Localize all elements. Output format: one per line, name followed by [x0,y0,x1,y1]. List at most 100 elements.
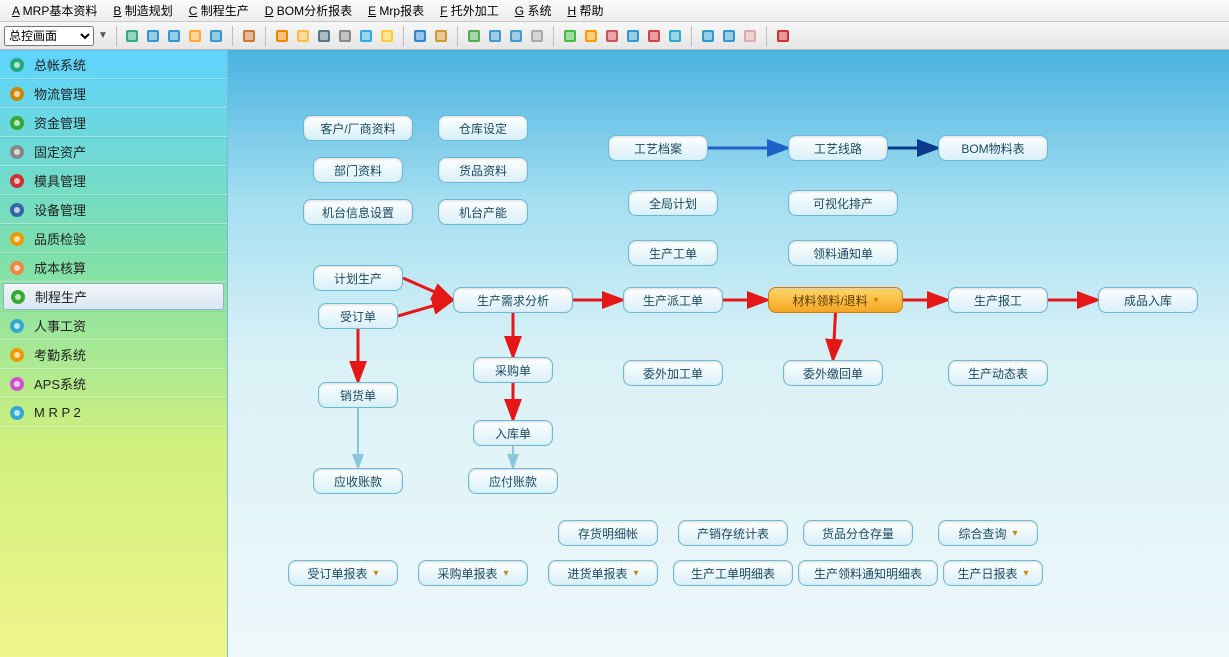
menu-item[interactable]: H 帮助 [559,0,611,21]
sidebar-item-label: 物流管理 [34,84,86,103]
separator [457,26,458,46]
node-label: 机台信息设置 [322,204,394,221]
flow-node[interactable]: 生产动态表 [948,360,1048,386]
chart-icon[interactable] [603,27,621,45]
flow-node[interactable]: 进货单报表▾ [548,560,658,586]
flow-node[interactable]: 成品入库 [1098,287,1198,313]
sidebar-item[interactable]: 设备管理 [0,195,227,224]
people-icon[interactable] [207,27,225,45]
flow-node[interactable]: 全局计划 [628,190,718,216]
monitor-icon[interactable] [144,27,162,45]
separator [553,26,554,46]
sidebar-item[interactable]: 考勤系统 [0,340,227,369]
sidebar-item-label: 制程生产 [35,287,87,306]
flow-node[interactable]: 工艺档案 [608,135,708,161]
flow-node[interactable]: 入库单 [473,420,553,446]
flow-node[interactable]: 机台信息设置 [303,199,413,225]
flow-node[interactable]: 采购单报表▾ [418,560,528,586]
sidebar-item[interactable]: 品质检验 [0,224,227,253]
sidebar-item[interactable]: 资金管理 [0,108,227,137]
folder-icon[interactable] [294,27,312,45]
clock-icon [8,346,26,364]
sidebar-item[interactable]: 固定资产 [0,137,227,166]
flow-node[interactable]: 委外加工单 [623,360,723,386]
flow-node[interactable]: 采购单 [473,357,553,383]
flow-node[interactable]: 机台产能 [438,199,528,225]
windows-icon[interactable] [741,27,759,45]
flow-node[interactable]: 生产派工单 [623,287,723,313]
doc-icon[interactable] [486,27,504,45]
menu-item[interactable]: C 制程生产 [181,0,257,21]
flow-node[interactable]: BOM物料表 [938,135,1048,161]
grid-icon[interactable] [645,27,663,45]
sidebar-item[interactable]: 制程生产 [3,283,224,310]
sidebar-item[interactable]: 物流管理 [0,79,227,108]
coin-icon[interactable] [378,27,396,45]
close-icon[interactable] [720,27,738,45]
flow-node[interactable]: 货品资料 [438,157,528,183]
node-label: 生产派工单 [643,292,703,309]
sidebar-item[interactable]: 人事工资 [0,311,227,340]
menu-item[interactable]: E Mrp报表 [360,0,432,21]
flow-node[interactable]: 委外缴回单 [783,360,883,386]
sidebar-item[interactable]: 总帐系统 [0,50,227,79]
tree-icon[interactable] [123,27,141,45]
flow-node[interactable]: 受订单 [318,303,398,329]
menu-item[interactable]: G 系统 [507,0,560,21]
sidebar-item-label: M R P 2 [34,405,81,420]
flow-node[interactable]: 存货明细帐 [558,520,658,546]
key-icon[interactable] [336,27,354,45]
flow-node[interactable]: 生产工单明细表 [673,560,793,586]
view-select[interactable]: 总控画面 [4,26,94,46]
world-icon[interactable] [666,27,684,45]
sidebar-item[interactable]: 模具管理 [0,166,227,195]
safe-icon[interactable] [315,27,333,45]
flow-node[interactable]: 货品分仓存量 [803,520,913,546]
refresh-icon[interactable] [465,27,483,45]
flow-node[interactable]: 仓库设定 [438,115,528,141]
menu-item[interactable]: F 托外加工 [432,0,507,21]
phone-icon[interactable] [165,27,183,45]
node-label: 可视化排产 [813,195,873,212]
flow-node[interactable]: 可视化排产 [788,190,898,216]
flow-node[interactable]: 产销存统计表 [678,520,788,546]
menu-item[interactable]: A MRP基本资料 [4,0,105,21]
exit-icon[interactable] [774,27,792,45]
node-label: 工艺档案 [634,140,682,157]
flow-node[interactable]: 生产工单 [628,240,718,266]
check-icon[interactable] [561,27,579,45]
copy-icon[interactable] [528,27,546,45]
users-icon[interactable] [273,27,291,45]
flow-node[interactable]: 生产需求分析 [453,287,573,313]
help-icon[interactable] [357,27,375,45]
separator [265,26,266,46]
home-icon[interactable] [240,27,258,45]
list-icon[interactable] [507,27,525,45]
flow-node[interactable]: 客户/厂商资料 [303,115,413,141]
menu-item[interactable]: D BOM分析报表 [257,0,360,21]
flow-node[interactable]: 领料通知单 [788,240,898,266]
flow-node[interactable]: 工艺线路 [788,135,888,161]
sidebar-item[interactable]: APS系统 [0,369,227,398]
money-icon[interactable] [432,27,450,45]
flow-node[interactable]: 生产报工 [948,287,1048,313]
bell-icon[interactable] [582,27,600,45]
org-icon[interactable] [624,27,642,45]
flow-node[interactable]: 材料领料/退料▾ [768,287,903,313]
flow-node[interactable]: 生产日报表▾ [943,560,1043,586]
save-icon[interactable] [699,27,717,45]
cart-icon[interactable] [411,27,429,45]
flow-node[interactable]: 应付账款 [468,468,558,494]
flow-node[interactable]: 应收账款 [313,468,403,494]
flow-node[interactable]: 销货单 [318,382,398,408]
flow-node[interactable]: 受订单报表▾ [288,560,398,586]
flow-node[interactable]: 综合查询▾ [938,520,1038,546]
sidebar-item[interactable]: M R P 2 [0,398,227,427]
flow-node[interactable]: 计划生产 [313,265,403,291]
card-icon[interactable] [186,27,204,45]
separator [691,26,692,46]
flow-node[interactable]: 生产领料通知明细表 [798,560,938,586]
sidebar-item[interactable]: 成本核算 [0,253,227,282]
menu-item[interactable]: B 制造规划 [105,0,180,21]
flow-node[interactable]: 部门资料 [313,157,403,183]
